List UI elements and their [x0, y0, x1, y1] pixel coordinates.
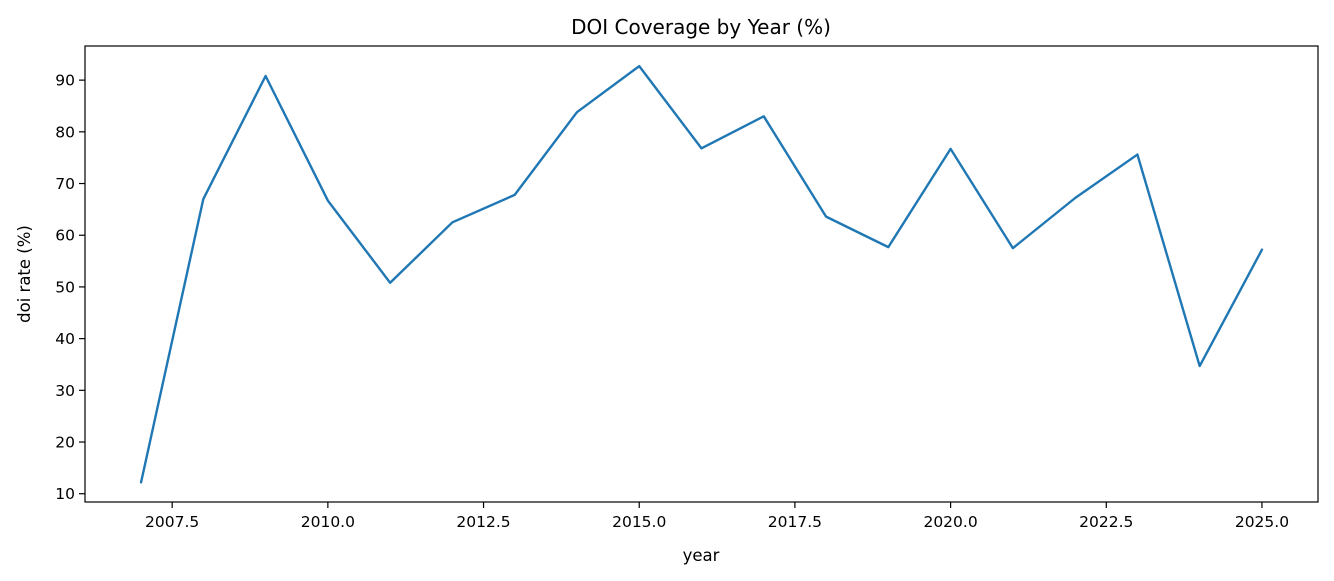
series-line	[139, 64, 1264, 484]
y-axis: 10 20 30 40 50 60 70 80 90	[55, 72, 85, 503]
y-tick-label: 90	[55, 72, 75, 90]
chart-title: DOI Coverage by Year (%)	[571, 15, 831, 39]
x-tick-label: 2025.0	[1235, 513, 1289, 531]
x-tick-label: 2007.5	[145, 513, 199, 531]
y-tick-label: 20	[55, 434, 75, 452]
plot-frame	[84, 45, 1319, 503]
x-axis-label: year	[683, 546, 720, 565]
y-tick-label: 40	[55, 330, 75, 348]
y-tick-label: 80	[55, 123, 75, 141]
y-tick-label: 10	[55, 485, 75, 503]
x-tick-label: 2020.0	[923, 513, 977, 531]
y-tick-label: 70	[55, 175, 75, 193]
x-tick-label: 2022.5	[1079, 513, 1133, 531]
y-axis-label: doi rate (%)	[15, 225, 34, 323]
y-tick-label: 50	[55, 278, 75, 296]
x-tick-label: 2017.5	[768, 513, 822, 531]
plot-area	[139, 64, 1264, 484]
x-tick-label: 2012.5	[456, 513, 510, 531]
x-tick-label: 2010.0	[301, 513, 355, 531]
y-tick-label: 30	[55, 382, 75, 400]
y-tick-label: 60	[55, 227, 75, 245]
x-axis: 2007.5 2010.0 2012.5 2015.0 2017.5 2020.0 2022…	[145, 502, 1289, 531]
x-tick-label: 2015.0	[612, 513, 666, 531]
